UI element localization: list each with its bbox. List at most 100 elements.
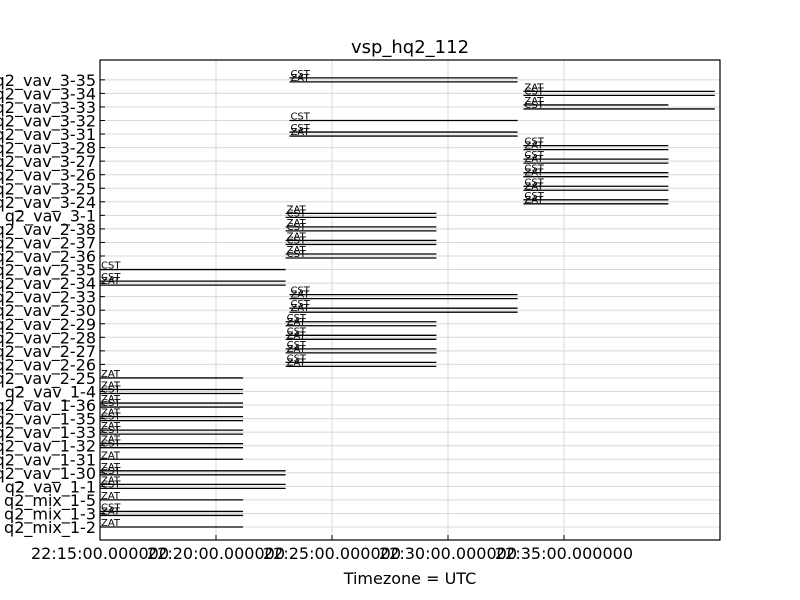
x-tick-labels: 22:15:00.00000022:20:00.00000022:25:00.0… xyxy=(31,544,633,563)
segment-label: CST xyxy=(101,261,121,272)
segment-label: ZAT xyxy=(287,245,307,256)
segment-label: ZAT xyxy=(290,127,310,138)
segment-label: ZAT xyxy=(101,369,121,380)
segment-label: CST xyxy=(287,222,307,233)
segment-label: ZAT xyxy=(524,82,544,93)
segment-label: CST xyxy=(524,86,544,97)
y-tick-labels: q2_mix_1-2q2_mix_1-3q2_mix_1-5q2_vav_1-1… xyxy=(0,71,96,538)
segment-label: CST xyxy=(101,425,121,436)
y-tick-label: q2_vav_2-37 xyxy=(0,233,96,253)
segments-layer: ZATCSTZATZATZATCSTZATCSTZATZATCSTZATCSTZ… xyxy=(100,69,715,529)
y-tick-label: q2_mix_1-2 xyxy=(4,518,96,538)
y-tick-label: q2_vav_3-25 xyxy=(0,179,96,199)
segment-label: CST xyxy=(524,100,544,111)
y-tick-label: q2_vav_1-30 xyxy=(0,464,96,484)
segment-label: ZAT xyxy=(101,475,121,486)
chart-title: vsp_hq2_112 xyxy=(351,37,469,58)
segment-label: ZAT xyxy=(290,303,310,314)
y-tick-label: q2_vav_1-4 xyxy=(5,383,96,403)
segment-label: CST xyxy=(524,164,544,175)
y-tick-label: q2_vav_2-27 xyxy=(0,342,96,362)
x-tick-label: 22:35:00.000000 xyxy=(495,544,633,563)
segment-label: ZAT xyxy=(524,181,544,192)
segment-label: ZAT xyxy=(287,330,307,341)
segment-label: CST xyxy=(101,412,121,423)
y-tick-label: q2_vav_2-26 xyxy=(0,355,96,375)
segment-label: CST xyxy=(287,313,307,324)
y-tick-label: q2_mix_1-5 xyxy=(4,491,96,511)
segment-label: ZAT xyxy=(524,96,544,107)
y-tick-label: q2_vav_2-30 xyxy=(0,301,96,321)
segment-label: CST xyxy=(101,398,121,409)
segment-label: CST xyxy=(524,177,544,188)
y-tick-label: q2_vav_3-24 xyxy=(0,193,96,213)
x-tick-label: 22:30:00.000000 xyxy=(379,544,517,563)
segment-label: CST xyxy=(290,123,310,134)
x-tick-label: 22:15:00.000000 xyxy=(31,544,169,563)
segment-label: CST xyxy=(290,69,310,80)
y-tick-label: q2_vav_3-31 xyxy=(0,125,96,145)
segment-label: ZAT xyxy=(287,231,307,242)
segment-label: CST xyxy=(287,326,307,337)
segment-label: CST xyxy=(290,286,310,297)
y-tick-label: q2_vav_2-29 xyxy=(0,315,96,335)
y-tick-label: q2_mix_1-3 xyxy=(4,504,96,524)
segment-label: CST xyxy=(101,272,121,283)
y-tick-label: q2_vav_3-1 xyxy=(5,206,96,226)
segment-label: CST xyxy=(101,439,121,450)
y-tick-label: q2_vav_2-34 xyxy=(0,274,96,294)
y-tick-label: q2_vav_1-35 xyxy=(0,410,96,430)
y-tick-label: q2_vav_3-34 xyxy=(0,84,96,104)
y-tick-label: q2_vav_2-25 xyxy=(0,369,96,389)
segment-label: ZAT xyxy=(101,491,121,502)
x-tick-label: 22:20:00.000000 xyxy=(147,544,285,563)
segment-label: ZAT xyxy=(287,344,307,355)
segment-label: CST xyxy=(287,340,307,351)
segment-label: CST xyxy=(287,353,307,364)
segment-label: CST xyxy=(524,150,544,161)
y-tick-label: q2_vav_2-36 xyxy=(0,247,96,267)
y-tick-label: q2_vav_2-28 xyxy=(0,328,96,348)
segment-label: CST xyxy=(290,112,310,123)
segment-label: ZAT xyxy=(101,450,121,461)
segment-label: ZAT xyxy=(287,204,307,215)
y-tick-label: q2_vav_3-33 xyxy=(0,98,96,118)
y-tick-label: q2_vav_1-36 xyxy=(0,396,96,416)
y-tick-label: q2_vav_3-26 xyxy=(0,166,96,186)
x-axis-label: Timezone = UTC xyxy=(343,569,477,588)
segment-label: ZAT xyxy=(101,518,121,529)
y-tick-label: q2_vav_2-33 xyxy=(0,288,96,308)
segment-label: ZAT xyxy=(524,195,544,206)
segment-label: CST xyxy=(101,502,121,513)
segment-label: ZAT xyxy=(287,317,307,328)
y-tick-label: q2_vav_3-32 xyxy=(0,112,96,132)
plot-frame xyxy=(99,59,721,541)
y-tick-label: q2_vav_3-28 xyxy=(0,139,96,159)
segment-label: ZAT xyxy=(287,357,307,368)
grid-layer xyxy=(99,60,720,540)
segment-label: CST xyxy=(101,479,121,490)
y-tick-label: q2_vav_1-31 xyxy=(0,450,96,470)
segment-label: ZAT xyxy=(101,408,121,419)
x-tick-label: 22:25:00.000000 xyxy=(263,544,401,563)
segment-label: ZAT xyxy=(101,394,121,405)
y-tick-label: q2_vav_1-32 xyxy=(0,437,96,457)
y-tick-label: q2_vav_3-35 xyxy=(0,71,96,91)
y-tick-label: q2_vav_1-1 xyxy=(5,477,96,497)
segment-label: ZAT xyxy=(101,276,121,287)
segment-label: CST xyxy=(101,466,121,477)
segment-label: ZAT xyxy=(290,73,310,84)
segment-label: CST xyxy=(287,249,307,260)
segment-label: ZAT xyxy=(287,218,307,229)
segment-label: ZAT xyxy=(290,290,310,301)
segment-label: ZAT xyxy=(524,168,544,179)
segment-label: ZAT xyxy=(101,421,121,432)
y-tick-label: q2_vav_1-33 xyxy=(0,423,96,443)
segment-label: CST xyxy=(101,385,121,396)
segment-label: ZAT xyxy=(101,381,121,392)
y-tick-label: q2_vav_3-27 xyxy=(0,152,96,172)
segment-label: CST xyxy=(290,299,310,310)
segment-label: CST xyxy=(287,235,307,246)
segment-label: CST xyxy=(524,191,544,202)
